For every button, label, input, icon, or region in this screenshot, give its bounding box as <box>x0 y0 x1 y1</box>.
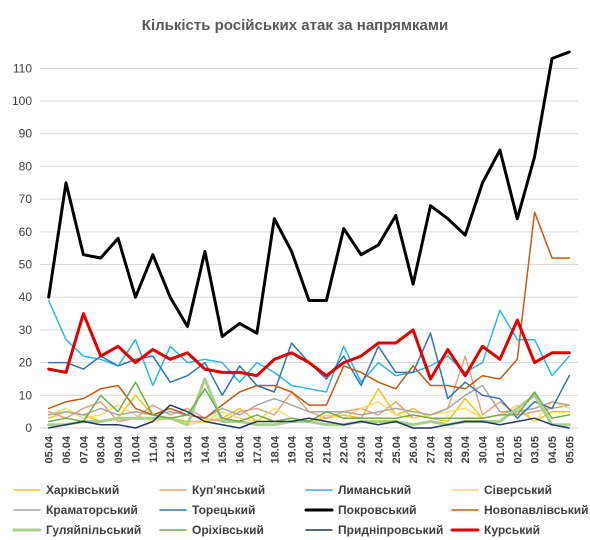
y-tick-label: 90 <box>19 127 33 141</box>
x-tick-label: 21.04 <box>321 435 333 463</box>
x-tick-label: 09.04 <box>113 435 125 463</box>
x-tick-label: 26.04 <box>408 435 420 463</box>
chart-title: Кількість російських атак за напрямками <box>142 17 448 34</box>
x-tick-label: 11.04 <box>148 435 160 463</box>
series-line-4 <box>47 384 571 419</box>
legend-label: Торецький <box>192 503 255 517</box>
legend-label: Новопавлівський <box>484 503 589 517</box>
legend-label: Покровський <box>338 503 417 517</box>
legend-label: Оріхівський <box>192 523 264 537</box>
x-tick-label: 19.04 <box>287 435 299 463</box>
legend-label: Краматорський <box>46 503 138 517</box>
x-tick-label: 17.04 <box>252 435 264 463</box>
series-line-9 <box>47 381 571 423</box>
x-tick-label: 15.04 <box>217 435 229 463</box>
x-tick-label: 25.04 <box>391 435 403 463</box>
y-tick-label: 30 <box>19 323 33 337</box>
x-axis: 05.04 06.04 07.04 08.04 09.04 10.04 11.04 12.04… <box>44 435 577 463</box>
series-lines <box>47 50 571 429</box>
y-tick-label: 50 <box>19 258 33 272</box>
series-line-6 <box>47 50 571 338</box>
y-tick-label: 0 <box>25 421 32 435</box>
x-tick-label: 27.04 <box>425 435 437 463</box>
x-tick-label: 08.04 <box>96 435 108 463</box>
x-tick-label: 30.04 <box>478 435 490 463</box>
y-tick-label: 80 <box>19 159 33 173</box>
x-tick-label: 24.04 <box>373 435 385 463</box>
legend-label: Сіверський <box>484 483 552 497</box>
x-tick-label: 20.04 <box>304 435 316 463</box>
legend-label: Куп'янський <box>192 483 265 497</box>
x-tick-label: 01.05 <box>495 436 507 464</box>
y-axis: 0 10 20 30 40 50 60 70 80 90 100 110 <box>12 61 32 435</box>
legend-label: Лиманський <box>338 483 411 497</box>
x-tick-label: 18.04 <box>269 435 281 463</box>
series-line-11 <box>47 312 571 381</box>
x-tick-label: 14.04 <box>200 435 212 463</box>
x-tick-label: 23.04 <box>356 435 368 463</box>
legend-label: Харківський <box>46 483 119 497</box>
x-tick-label: 06.04 <box>61 435 73 463</box>
legend-label: Гуляйпільський <box>46 523 141 537</box>
y-tick-label: 10 <box>19 388 33 402</box>
x-tick-label: 22.04 <box>339 435 351 463</box>
x-tick-label: 16.04 <box>235 435 247 463</box>
legend-label: Придніпровський <box>338 523 443 537</box>
x-tick-label: 13.04 <box>183 435 195 463</box>
x-tick-label: 28.04 <box>443 435 455 463</box>
x-tick-label: 03.05 <box>530 436 542 464</box>
x-tick-label: 02.05 <box>512 436 524 464</box>
series-line-2 <box>47 299 571 393</box>
series-line-7 <box>47 211 571 419</box>
series-line-10 <box>47 404 571 429</box>
y-tick-label: 40 <box>19 290 33 304</box>
x-tick-label: 05.04 <box>44 435 56 463</box>
y-tick-label: 60 <box>19 225 33 239</box>
y-tick-label: 70 <box>19 192 33 206</box>
x-tick-label: 29.04 <box>460 435 472 463</box>
x-tick-label: 10.04 <box>130 435 142 463</box>
x-tick-label: 07.04 <box>78 435 90 463</box>
x-tick-label: 05.05 <box>564 436 576 464</box>
y-tick-label: 100 <box>12 94 32 108</box>
x-tick-label: 04.05 <box>547 436 559 464</box>
legend: Харківський Куп'янський Лиманський Сіверськ… <box>12 483 589 537</box>
y-tick-label: 110 <box>13 61 32 75</box>
y-tick-label: 20 <box>19 356 33 370</box>
x-tick-label: 12.04 <box>165 435 177 463</box>
legend-label: Курський <box>484 523 540 537</box>
